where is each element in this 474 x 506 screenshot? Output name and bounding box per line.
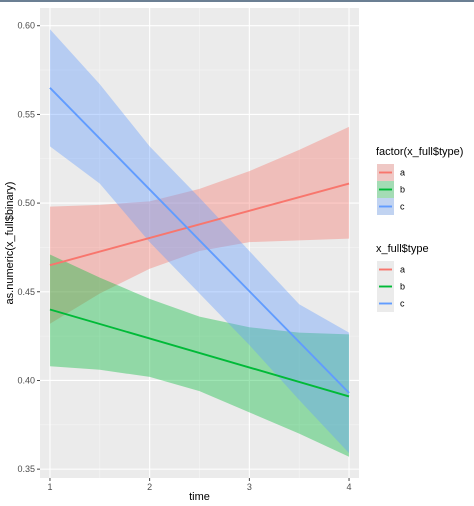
x-tick-label: 4 <box>347 482 352 492</box>
y-tick-label: 0.60 <box>17 21 35 31</box>
fit-line-c <box>49 87 350 394</box>
window-top-border <box>0 0 474 2</box>
fit-lines <box>49 87 350 398</box>
y-axis: 0.35 0.40 0.45 0.50 0.55 0.60 <box>17 21 40 474</box>
ci-band-b <box>49 254 350 457</box>
y-tick-label: 0.35 <box>17 464 35 474</box>
x-axis: 1 2 3 4 <box>47 478 352 492</box>
fit-line-a <box>49 182 350 267</box>
x-tick-label: 1 <box>47 482 52 492</box>
legend-label: b <box>400 185 405 195</box>
legend-label: c <box>400 202 405 212</box>
legend-title: factor(x_full$type) <box>376 146 463 158</box>
y-tick-label: 0.55 <box>17 109 35 119</box>
x-tick-label: 2 <box>147 482 152 492</box>
legend-label: c <box>400 299 405 309</box>
legend-label: a <box>400 265 405 275</box>
legend-label: a <box>400 168 405 178</box>
y-axis-title: as.numeric(x_full$binary) <box>4 182 16 305</box>
y-tick-label: 0.45 <box>17 287 35 297</box>
x-axis-title: time <box>189 491 210 503</box>
y-tick-label: 0.50 <box>17 198 35 208</box>
fit-line-b <box>49 308 350 398</box>
legend-label: b <box>400 282 405 292</box>
y-tick-label: 0.40 <box>17 375 35 385</box>
legend-title: x_full$type <box>376 243 429 255</box>
grid-lines <box>40 8 359 478</box>
x-tick-label: 3 <box>247 482 252 492</box>
